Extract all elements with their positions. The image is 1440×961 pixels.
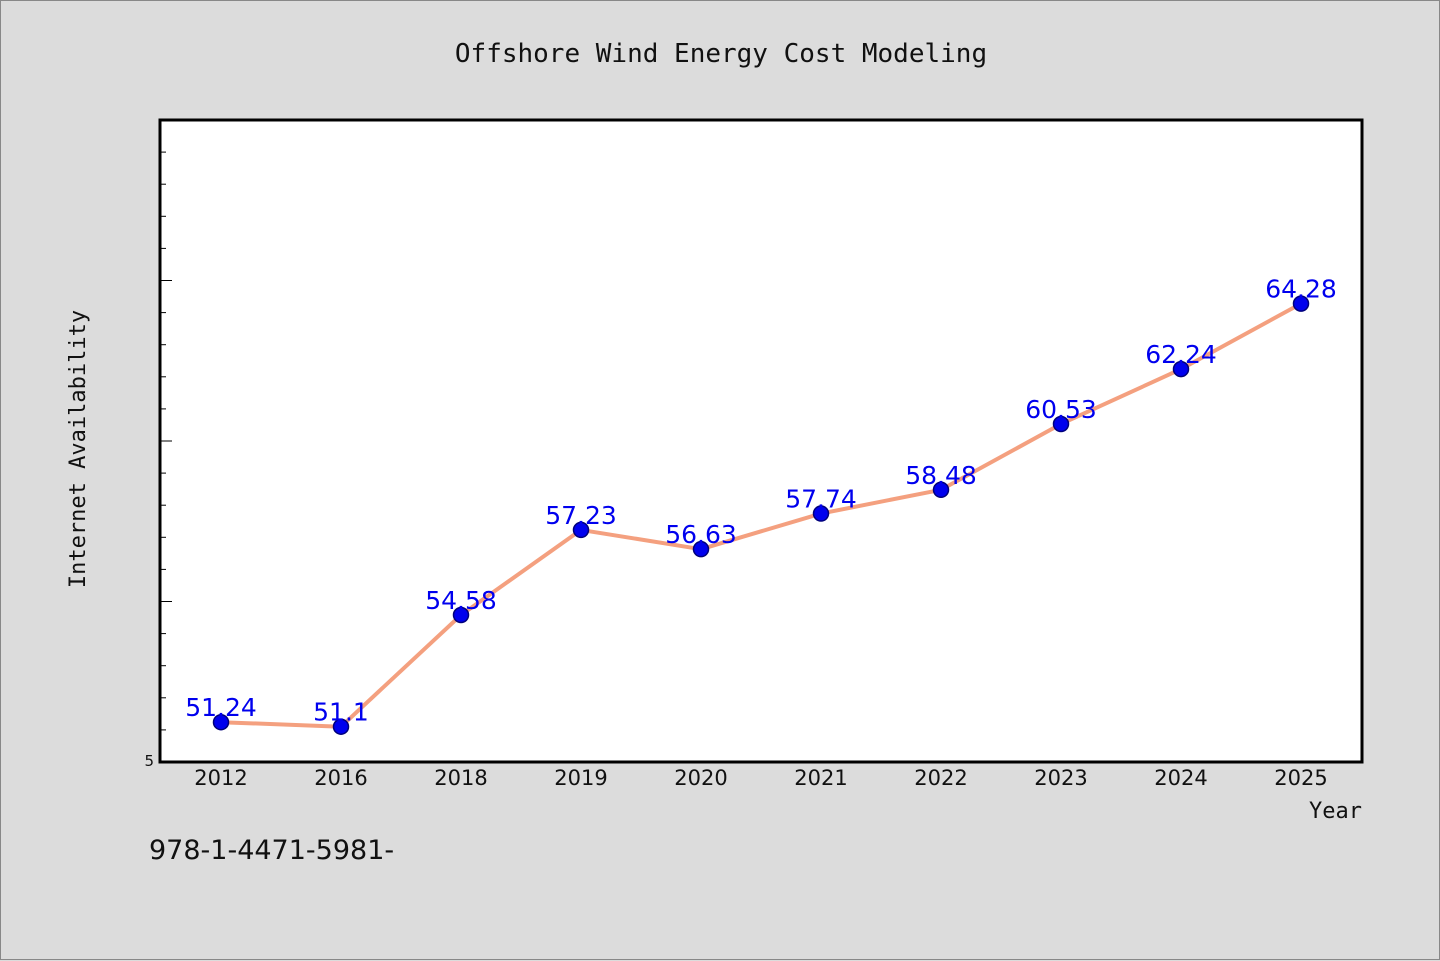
- data-label: 54.58: [425, 586, 497, 615]
- data-point: [932, 481, 950, 499]
- data-point: [812, 505, 830, 522]
- data-label: 64.28: [1265, 275, 1337, 304]
- y-axis-ticks: [160, 151, 172, 763]
- data-point: [452, 606, 470, 624]
- data-label: 57.74: [785, 485, 857, 514]
- data-labels-group: 51.24 51.1 54.58 57.23 56.63 57.74 58.48 60.53 6…: [185, 275, 1337, 727]
- data-label: 62.24: [1145, 340, 1217, 369]
- data-point: [1052, 415, 1070, 433]
- markers-group: [212, 295, 1310, 735]
- data-point: [1292, 295, 1310, 312]
- y-tick-label: 5: [144, 752, 154, 770]
- plot-area: [158, 118, 1364, 764]
- data-point: [572, 521, 590, 539]
- x-axis-label: Year: [1309, 799, 1362, 824]
- data-label: 51.1: [313, 698, 369, 727]
- data-label: 58.48: [905, 461, 977, 490]
- y-axis-label: Internet Availability: [66, 310, 91, 588]
- x-tick-label: 2012: [194, 766, 247, 790]
- x-tick-label: 2024: [1154, 766, 1207, 790]
- x-tick-label: 2022: [914, 766, 967, 790]
- data-label: 51.24: [185, 693, 257, 722]
- x-tick-label: 2018: [434, 766, 487, 790]
- x-tick-label: 2025: [1274, 766, 1327, 790]
- footer-text: 978-1-4471-5981-: [149, 835, 395, 866]
- data-label: 60.53: [1025, 395, 1097, 424]
- data-point: [212, 713, 230, 731]
- data-point: [332, 718, 350, 735]
- x-axis-ticks: 2012 2016 2018 2019 2020 2021 2022 2023 2024 2025: [194, 766, 1327, 790]
- data-point: [692, 540, 710, 558]
- x-tick-label: 2021: [794, 766, 847, 790]
- data-point: [1172, 360, 1190, 378]
- x-tick-label: 2019: [554, 766, 607, 790]
- x-tick-label: 2020: [674, 766, 727, 790]
- chart-title: Offshore Wind Energy Cost Modeling: [455, 39, 987, 69]
- data-label: 57.23: [545, 501, 617, 530]
- x-tick-label: 2016: [314, 766, 367, 790]
- data-label: 56.63: [665, 520, 737, 549]
- x-tick-label: 2023: [1034, 766, 1087, 790]
- series-line-group: [219, 301, 1303, 729]
- series-line: [219, 301, 1303, 729]
